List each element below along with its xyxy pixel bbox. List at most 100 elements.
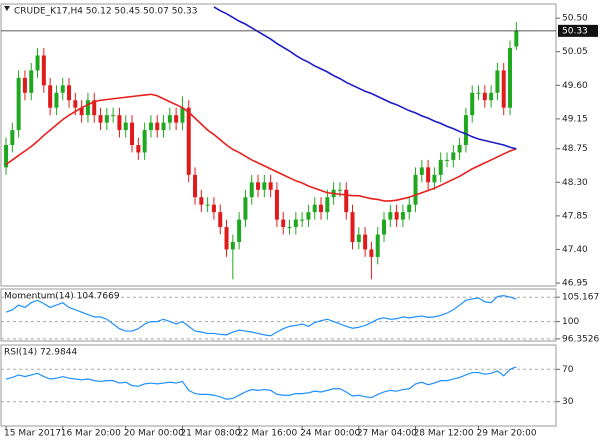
y-tick-label: 70 (562, 365, 574, 375)
x-tick-label: 24 Mar 00:00 (300, 429, 360, 439)
candle-body (22, 77, 27, 93)
candle-body (344, 189, 349, 213)
candle-body (249, 182, 254, 198)
y-tick-label: 46.95 (562, 279, 588, 289)
candle-body (463, 115, 468, 145)
x-tick-label: 27 Mar 04:00 (357, 429, 417, 439)
candle-body (426, 167, 431, 183)
candle-body (243, 197, 248, 220)
y-tick-label: 96.3526 (562, 334, 599, 344)
y-tick-label: 49.15 (562, 114, 588, 124)
panel-frame (0, 344, 557, 427)
candle-body (237, 219, 242, 242)
candle-body (60, 85, 65, 93)
candle-body (29, 70, 34, 93)
x-tick-label: 22 Mar 16:00 (237, 429, 297, 439)
candle-body (211, 204, 216, 213)
candle-body (123, 122, 128, 131)
panel-title: Momentum(14) 104.7669 (4, 292, 120, 302)
candle-body (230, 241, 235, 250)
y-tick-label: 47.85 (562, 211, 588, 221)
x-tick-label: 20 Mar 00:00 (124, 429, 184, 439)
panel-frame (0, 3, 557, 287)
candle-body (92, 100, 97, 116)
candle-body (394, 212, 399, 220)
candle-body (413, 174, 418, 205)
x-tick-label: 21 Mar 08:00 (180, 429, 240, 439)
candle-body (476, 92, 481, 94)
candle-body (186, 107, 191, 175)
y-tick-label: 49.60 (562, 81, 588, 91)
candle-body (174, 115, 179, 123)
candle-body (155, 122, 160, 131)
candle-body (180, 107, 185, 123)
y-tick-label: 48.30 (562, 178, 588, 188)
candle-body (167, 115, 172, 123)
candle-body (388, 212, 393, 220)
y-tick-label: 100 (562, 317, 579, 327)
candle-body (369, 249, 374, 257)
candle-body (224, 227, 229, 250)
candle-body (16, 77, 21, 131)
panel-frame (0, 288, 557, 342)
candle-body (4, 145, 9, 168)
candle-body (10, 130, 15, 145)
x-tick-label: 16 Mar 20:00 (61, 429, 121, 439)
candle-body (514, 30, 519, 47)
candle-body (501, 70, 506, 108)
candle-body (300, 219, 305, 221)
y-tick-label: 47.40 (562, 245, 588, 255)
candle-body (508, 48, 513, 108)
panel-title: CRUDE_K17,H4 50.12 50.45 50.07 50.33 (14, 7, 197, 17)
candle-body (407, 204, 412, 213)
candle-body (350, 212, 355, 242)
candle-body (457, 145, 462, 153)
y-tick-label: 50.50 (562, 14, 588, 24)
candle-body (319, 204, 324, 213)
candle-body (104, 115, 109, 123)
candle-body (419, 167, 424, 175)
candle-body (48, 85, 53, 108)
candle-body (281, 219, 286, 228)
candle-body (117, 115, 122, 131)
y-tick-label: 105.1675 (562, 293, 600, 303)
candle-body (337, 189, 342, 191)
y-tick-label: 50.05 (562, 47, 588, 57)
candle-body (287, 227, 292, 229)
candle-body (268, 182, 273, 190)
y-tick-label: 30 (562, 397, 574, 407)
candle-body (382, 219, 387, 235)
candle-body (262, 182, 267, 190)
candle-body (35, 55, 40, 71)
series-line (5, 295, 517, 337)
candle-body (79, 107, 84, 116)
series-line (213, 6, 517, 150)
candle-body (136, 145, 141, 153)
candle-body (438, 159, 443, 175)
candle-body (482, 92, 487, 101)
candle-body (205, 204, 210, 206)
candle-body (470, 92, 475, 116)
candle-body (293, 219, 298, 228)
candle-body (375, 234, 380, 257)
candle-body (306, 212, 311, 220)
candle-body (161, 122, 166, 131)
candle-body (98, 115, 103, 123)
x-tick-label: 29 Mar 20:00 (477, 429, 537, 439)
candle-body (130, 122, 135, 145)
collapse-icon (4, 6, 10, 11)
candle-body (356, 234, 361, 242)
price-tag-label: 50.33 (562, 26, 588, 36)
candle-body (54, 92, 59, 108)
panel-title: RSI(14) 72.9844 (4, 348, 77, 358)
candle-body (199, 197, 204, 205)
candle-body (218, 212, 223, 228)
candle-body (111, 115, 116, 117)
candle-body (445, 159, 450, 161)
candle-body (67, 85, 72, 101)
candle-body (274, 189, 279, 220)
candle-body (73, 100, 78, 108)
candle-body (325, 197, 330, 213)
candle-body (148, 122, 153, 131)
